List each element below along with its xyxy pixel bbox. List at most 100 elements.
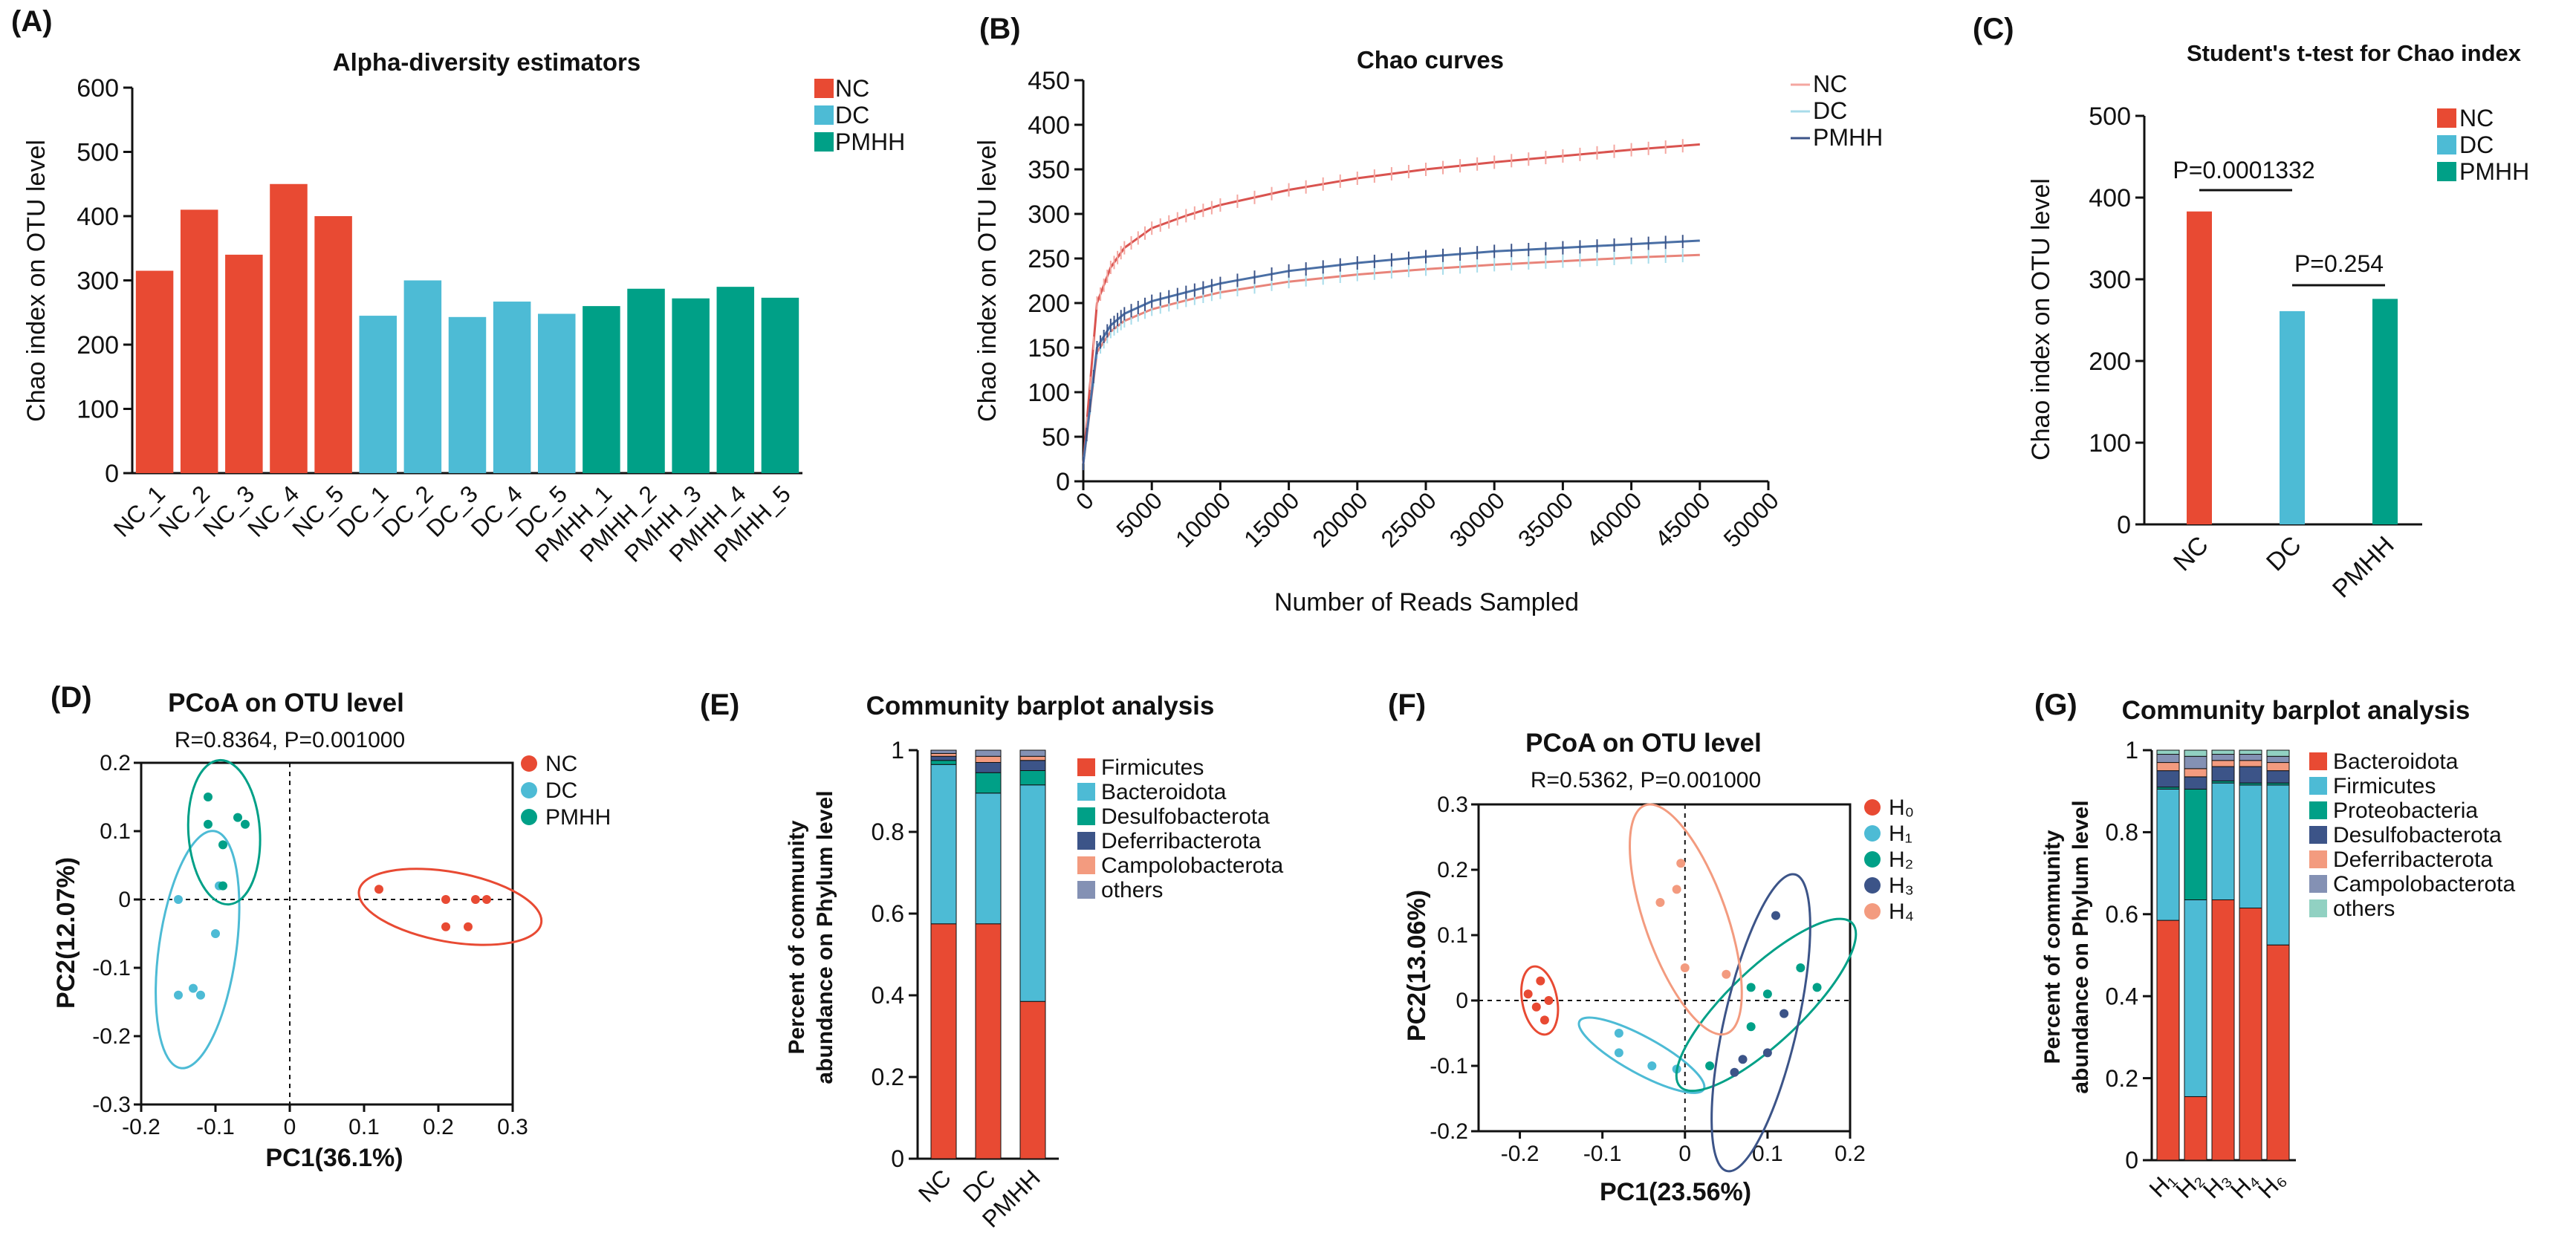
y-tick-label: 0.8 xyxy=(872,819,904,845)
stacked-bar-segment xyxy=(2184,768,2207,778)
panel-a: (A) Alpha-diversity estimators 0 100 200 300 4… xyxy=(11,5,905,567)
x-tick-label: NC_5 xyxy=(287,480,348,541)
annotation: P=0.0001332 xyxy=(2173,157,2314,183)
confidence-ellipse xyxy=(1710,873,1811,1173)
panel-label: (C) xyxy=(1973,13,2014,45)
confidence-ellipse xyxy=(1629,803,1743,1036)
x-tick-label: 25000 xyxy=(1376,487,1441,552)
panel-label: (D) xyxy=(51,681,92,714)
legend-marker xyxy=(521,782,537,798)
bar xyxy=(314,216,352,473)
series-line xyxy=(1082,253,1700,464)
bar xyxy=(583,306,620,473)
panel-b: (B) Chao curves 0 50 100 150 200 250 300 350 400 45… xyxy=(973,13,1883,616)
stacked-bar-segment xyxy=(975,923,1002,1159)
legend-label: others xyxy=(2333,897,2395,921)
legend-swatch xyxy=(1077,856,1095,874)
y-axis-label: Percent of community xyxy=(2040,830,2065,1064)
x-tick-label: DC_2 xyxy=(377,480,438,541)
stacked-bar-segment xyxy=(2266,770,2290,784)
y-axis-label: Chao index on OTU level xyxy=(2027,178,2055,461)
bar xyxy=(403,280,442,473)
y-tick-label: 0 xyxy=(2125,1147,2138,1174)
legend-label: DC xyxy=(2459,131,2494,158)
legend-label: Campolobacterota xyxy=(1101,853,1283,878)
scatter-point xyxy=(1796,963,1806,972)
y-tick-label: 0 xyxy=(1456,989,1468,1013)
annotation: P=0.254 xyxy=(2294,250,2384,277)
x-tick-label: 0.3 xyxy=(497,1115,528,1139)
bar xyxy=(359,316,397,473)
scatter-point xyxy=(374,885,383,894)
y-tick-label: 450 xyxy=(1028,67,1070,95)
stacked-bar-segment xyxy=(930,923,957,1159)
y-tick-label: 300 xyxy=(77,267,119,295)
legend-label: PMHH xyxy=(2459,158,2529,185)
legend-label: PMHH xyxy=(1813,124,1883,151)
x-tick-label: 20000 xyxy=(1307,487,1372,552)
legend-label: others xyxy=(1101,878,1163,902)
stacked-bar-segment xyxy=(2184,1096,2207,1161)
legend-label: H₀ xyxy=(1889,795,1914,820)
bar xyxy=(716,287,755,473)
x-tick-label: 45000 xyxy=(1649,487,1715,552)
y-tick-label: 0.2 xyxy=(1437,858,1468,882)
scatter-point xyxy=(1540,1015,1549,1025)
legend-label: PMHH xyxy=(545,805,611,830)
scatter-point xyxy=(1771,911,1780,920)
y-tick-label: 0.6 xyxy=(872,900,904,927)
stacked-bar-segment xyxy=(2211,754,2235,761)
stacked-bar-segment xyxy=(1019,784,1046,1002)
legend-swatch xyxy=(2437,135,2456,154)
panel-f: (F) PCoA on OTU level R=0.5362, P=0.001000… xyxy=(1388,689,1914,1206)
y-tick-label: 0 xyxy=(1056,468,1070,496)
legend-label: Firmicutes xyxy=(2333,774,2436,798)
stacked-bar-segment xyxy=(2211,760,2235,767)
scatter-point xyxy=(1523,989,1533,999)
legend-swatch xyxy=(2309,850,2327,868)
x-tick-label: -0.1 xyxy=(196,1115,235,1139)
bar xyxy=(225,254,263,473)
bar xyxy=(2280,310,2305,524)
legend-label: NC xyxy=(2459,105,2494,131)
x-tick-label: 50000 xyxy=(1719,487,1784,552)
x-tick-label: -0.2 xyxy=(122,1115,160,1139)
y-tick-label: 0.2 xyxy=(872,1064,904,1090)
stacked-bar-segment xyxy=(930,755,957,761)
scatter-point xyxy=(441,922,450,931)
legend-swatch xyxy=(1077,758,1095,776)
stacked-bar-segment xyxy=(930,760,957,765)
legend-label: H₁ xyxy=(1889,821,1912,846)
confidence-ellipse xyxy=(186,758,262,906)
x-tick-label: 0 xyxy=(1071,487,1099,515)
panel-c: (C) Student's t-test for Chao index 0 100 20… xyxy=(1973,13,2529,603)
scatter-point xyxy=(464,922,473,931)
stacked-bar-segment xyxy=(2239,908,2262,1161)
x-axis-label: Number of Reads Sampled xyxy=(1274,588,1579,616)
bar xyxy=(2372,299,2398,524)
x-tick-label: 0.1 xyxy=(348,1115,380,1139)
x-tick-label: 0 xyxy=(284,1115,296,1139)
panel-label: (F) xyxy=(1388,689,1426,721)
panel-label: (G) xyxy=(2034,689,2077,721)
panel-label: (E) xyxy=(700,689,739,721)
scatter-point xyxy=(1647,1061,1657,1070)
legend-swatch xyxy=(1077,783,1095,801)
legend-marker xyxy=(1864,799,1881,816)
stacked-bar-segment xyxy=(2239,749,2262,755)
x-tick-label: 0.2 xyxy=(1834,1142,1866,1166)
plot-frame xyxy=(140,761,514,1106)
legend-swatch xyxy=(814,105,834,125)
stacked-bar-segment xyxy=(2211,749,2235,755)
x-tick-label: NC xyxy=(2168,531,2214,577)
y-axis-label: Chao index on OTU level xyxy=(22,140,51,422)
scatter-point xyxy=(174,895,183,904)
y-tick-label: 200 xyxy=(1028,290,1070,318)
y-tick-label: 0.4 xyxy=(2106,983,2138,1009)
legend-label: DC xyxy=(1813,97,1847,124)
x-tick-label: PMHH xyxy=(2327,531,2400,604)
y-tick-label: 150 xyxy=(1028,334,1070,362)
stacked-bar-segment xyxy=(1019,1000,1046,1159)
y-axis-label: PC2(12.07%) xyxy=(52,857,80,1009)
